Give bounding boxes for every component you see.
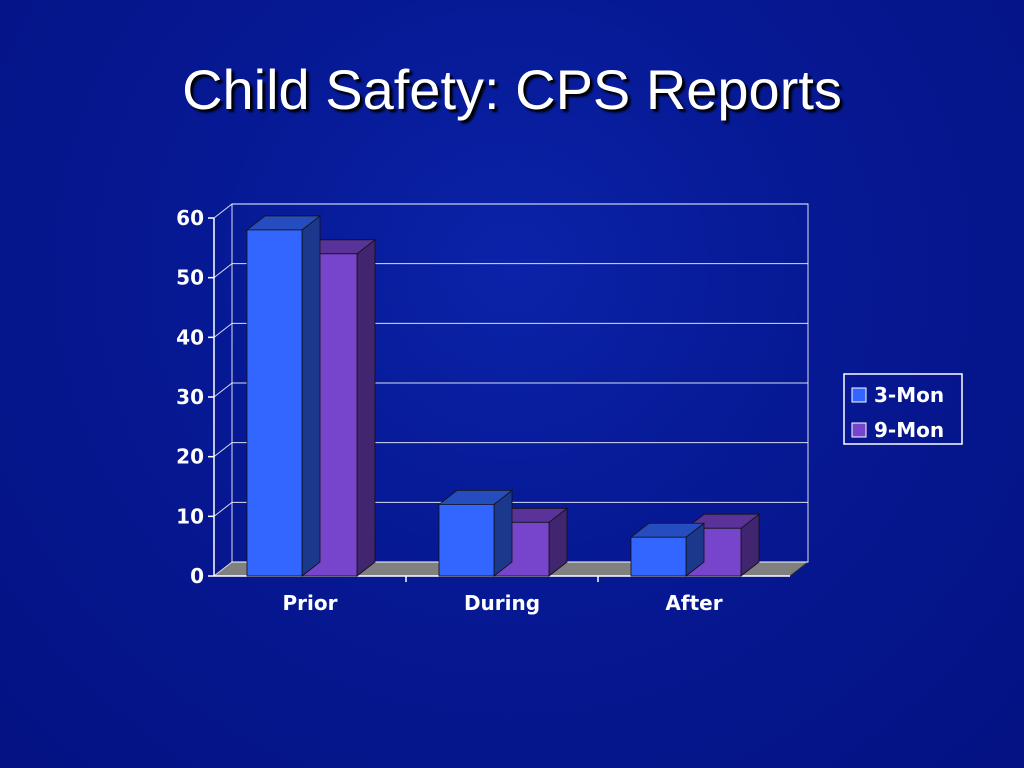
legend-box bbox=[843, 373, 963, 445]
slide-title: Child Safety: CPS Reports bbox=[182, 58, 842, 121]
legend-label: 3-Mon bbox=[874, 383, 944, 407]
legend-swatch bbox=[851, 422, 867, 438]
legend-swatch bbox=[851, 387, 867, 403]
bar-3-mon-prior bbox=[246, 229, 303, 577]
x-tick-label: After bbox=[665, 591, 722, 615]
gridline-side bbox=[213, 501, 233, 517]
y-tick-label: 50 bbox=[176, 266, 204, 290]
gridline-side bbox=[213, 322, 233, 338]
gridline-side bbox=[213, 442, 233, 458]
y-tick-label: 10 bbox=[176, 504, 204, 528]
y-tick-label: 60 bbox=[176, 206, 204, 230]
gridline-side bbox=[213, 203, 233, 219]
gridline-side bbox=[213, 263, 233, 279]
y-tick-label: 30 bbox=[176, 385, 204, 409]
bar-3-mon-after bbox=[630, 536, 687, 577]
y-tick-label: 20 bbox=[176, 445, 204, 469]
gridline-side bbox=[213, 382, 233, 398]
y-tick-label: 0 bbox=[190, 564, 204, 588]
legend-label: 9-Mon bbox=[874, 418, 944, 442]
bar-3-mon-during bbox=[438, 503, 495, 577]
gridline-side bbox=[213, 561, 233, 577]
bar-side bbox=[493, 489, 513, 577]
bar-side bbox=[301, 215, 321, 577]
x-tick-label: Prior bbox=[283, 591, 338, 615]
y-tick-label: 40 bbox=[176, 325, 204, 349]
bar-side bbox=[356, 238, 376, 577]
x-tick-label: During bbox=[464, 591, 540, 615]
